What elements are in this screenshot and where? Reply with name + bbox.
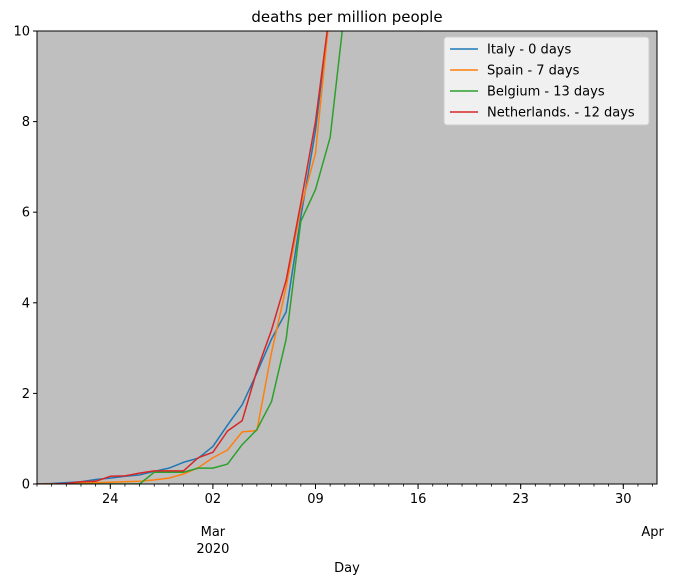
series-line-3 [37,31,328,484]
series-group [37,31,343,484]
y-tick-label: 6 [22,206,30,221]
x-tick-label: 09 [307,492,324,507]
chart-title: deaths per million people [251,8,442,26]
y-tick-label: 8 [22,115,30,130]
x-secondary-label: Mar [201,525,226,540]
plot-frame [36,30,658,485]
legend: Italy - 0 days Spain - 7 days Belgium - 13… [443,36,650,126]
y-tick-label: 10 [13,25,30,40]
y-tick-label: 4 [22,296,30,311]
series-lines [37,31,343,484]
x-secondary-label: Apr [641,525,664,540]
series-line-2 [37,31,343,484]
legend-label-0: Italy - 0 days [487,43,571,58]
x-tick-label: 30 [615,492,632,507]
y-tick-label: 2 [22,387,30,402]
legend-label-3: Netherlands. - 12 days [487,106,635,121]
legend-box [443,36,650,126]
series-line-1 [37,31,329,484]
x-tick-label: 02 [205,492,222,507]
x-tick-label: 23 [512,492,529,507]
x-tick-label: 24 [102,492,119,507]
legend-label-1: Spain - 7 days [487,64,580,79]
legend-label-2: Belgium - 13 days [487,85,605,100]
y-tick-label: 0 [22,478,30,493]
x-tick-label: 16 [410,492,427,507]
x-secondary-label: 2020 [196,542,229,557]
x-axis-label: Day [334,561,360,576]
